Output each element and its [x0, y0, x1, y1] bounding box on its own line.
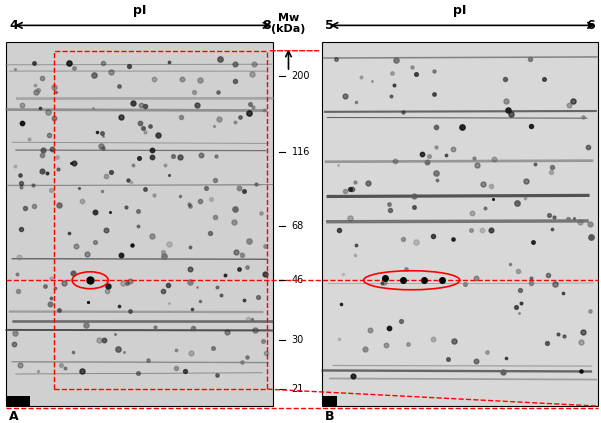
Bar — [6, 42, 273, 406]
Text: 8: 8 — [262, 19, 270, 32]
Bar — [322, 396, 337, 406]
Text: 21: 21 — [291, 384, 304, 394]
Text: B: B — [325, 410, 334, 423]
Text: 5: 5 — [325, 19, 334, 32]
Text: A: A — [9, 410, 19, 423]
Bar — [6, 396, 30, 406]
Text: pI: pI — [133, 4, 147, 17]
Bar — [322, 42, 598, 406]
Text: 6: 6 — [587, 19, 595, 32]
Text: Mw
(kDa): Mw (kDa) — [271, 13, 306, 34]
Text: 116: 116 — [291, 147, 310, 157]
Text: 46: 46 — [291, 275, 304, 285]
Text: 200: 200 — [291, 71, 310, 81]
Text: 4: 4 — [9, 19, 18, 32]
Text: 30: 30 — [291, 335, 304, 345]
Text: pI: pI — [453, 4, 466, 17]
Text: 68: 68 — [291, 221, 304, 231]
